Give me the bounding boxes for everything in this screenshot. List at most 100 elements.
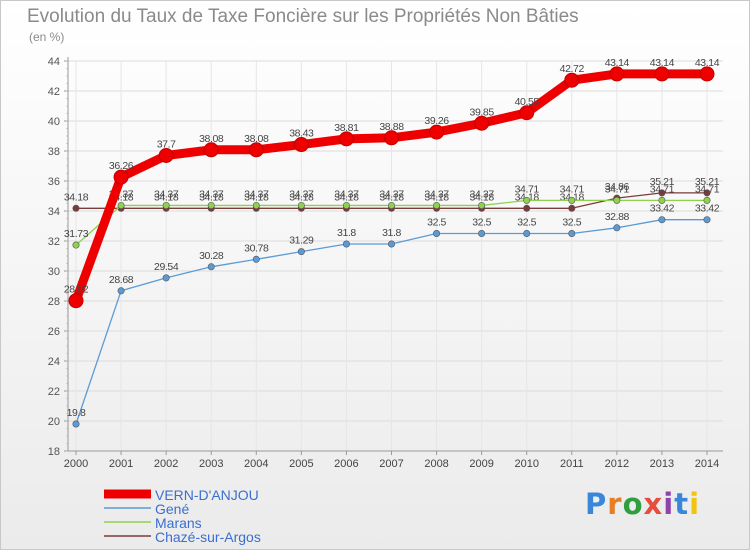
data-point	[162, 201, 170, 209]
logo-letter: i	[689, 487, 701, 521]
data-label: 34.18	[379, 191, 404, 203]
data-point	[342, 240, 350, 248]
x-tick-label: 2005	[289, 458, 313, 470]
data-label: 34.37	[379, 188, 404, 200]
data-label: 31.8	[382, 227, 401, 239]
data-point	[523, 204, 531, 212]
data-label: 34.18	[154, 191, 179, 203]
y-tick-label: 26	[48, 326, 60, 338]
y-tick-label: 44	[48, 56, 60, 68]
data-label: 33.42	[650, 203, 675, 215]
data-point	[297, 248, 305, 256]
chart-title: Evolution du Taux de Taxe Foncière sur l…	[27, 6, 579, 27]
data-point	[613, 224, 621, 232]
data-label: 30.28	[199, 250, 224, 262]
data-label: 32.5	[427, 217, 446, 229]
logo-letter: t	[674, 487, 690, 521]
data-label: 39.26	[424, 115, 449, 127]
data-label: 43.14	[695, 57, 720, 69]
y-tick-label: 28	[48, 296, 60, 308]
data-label: 34.37	[424, 188, 449, 200]
data-point	[207, 201, 215, 209]
data-point	[297, 201, 305, 209]
data-label: 34.71	[560, 183, 585, 195]
data-label: 38.08	[199, 133, 224, 145]
data-point	[68, 293, 84, 309]
data-point	[433, 230, 441, 238]
data-point	[658, 216, 666, 224]
data-point	[248, 142, 264, 158]
data-point	[658, 189, 666, 197]
data-point	[72, 420, 80, 428]
y-tick-label: 18	[48, 446, 60, 458]
y-tick-label: 32	[48, 236, 60, 248]
data-point	[162, 274, 170, 282]
legend-label: VERN-D'ANJOU	[155, 487, 259, 503]
x-tick-label: 2000	[64, 458, 88, 470]
data-label: 36.26	[109, 160, 134, 172]
x-tick-label: 2004	[244, 458, 268, 470]
data-label: 34.71	[605, 183, 630, 195]
data-label: 34.18	[424, 191, 449, 203]
data-point	[384, 130, 399, 146]
data-label: 34.18	[199, 191, 224, 203]
series-vern-d-anjou: 28.02 36.26 37.7 38.08 38.08 38.43 38.81 38.88 3…	[64, 57, 720, 309]
data-point	[293, 137, 309, 153]
data-label: 35.21	[695, 176, 720, 188]
data-label: 32.5	[562, 217, 581, 229]
data-point	[658, 196, 666, 204]
data-point	[568, 230, 576, 238]
data-label: 34.37	[289, 188, 314, 200]
data-label: 34.18	[64, 191, 89, 203]
data-label: 35.21	[650, 176, 675, 188]
data-point	[654, 66, 670, 82]
proxiti-logo: Proxiti	[585, 487, 700, 521]
data-label: 34.18	[244, 191, 269, 203]
x-tick-label: 2006	[334, 458, 358, 470]
data-point	[207, 263, 215, 271]
data-point	[703, 196, 711, 204]
data-label: 32.88	[605, 211, 630, 223]
x-tick-label: 2011	[560, 458, 584, 470]
data-label: 31.29	[289, 235, 314, 247]
data-point	[519, 105, 535, 121]
x-tick-label: 2014	[695, 458, 719, 470]
logo-letter: o	[622, 487, 644, 521]
data-label: 43.14	[650, 57, 675, 69]
data-point	[523, 196, 531, 204]
data-label: 34.37	[334, 188, 359, 200]
data-label: 39.85	[470, 106, 495, 118]
data-point	[568, 204, 576, 212]
data-point	[523, 230, 531, 238]
data-label: 19.8	[67, 407, 86, 419]
x-tick-label: 2010	[514, 458, 538, 470]
data-label: 34.37	[470, 188, 495, 200]
legend-label: Marans	[155, 515, 202, 531]
data-point	[478, 230, 486, 238]
data-label: 38.81	[334, 122, 359, 134]
data-point	[203, 142, 219, 158]
data-label: 38.08	[244, 133, 269, 145]
data-label: 34.71	[515, 183, 540, 195]
y-tick-label: 34	[48, 206, 60, 218]
data-label: 29.54	[154, 261, 179, 273]
logo-letter: P	[585, 487, 608, 521]
y-tick-label: 40	[48, 116, 60, 128]
legend-label: Chazé-sur-Argos	[155, 529, 261, 545]
data-label: 34.37	[244, 188, 269, 200]
data-label: 34.18	[334, 191, 359, 203]
logo-letter: i	[663, 487, 675, 521]
data-point	[387, 201, 395, 209]
data-label: 37.7	[157, 139, 176, 151]
data-label: 33.42	[695, 203, 720, 215]
data-label: 28.02	[64, 284, 89, 296]
y-tick-label: 20	[48, 416, 60, 428]
data-point	[609, 66, 625, 82]
data-point	[613, 196, 621, 204]
data-point	[117, 287, 125, 295]
data-point	[474, 115, 490, 131]
data-label: 28.68	[109, 274, 134, 286]
x-tick-label: 2012	[605, 458, 629, 470]
